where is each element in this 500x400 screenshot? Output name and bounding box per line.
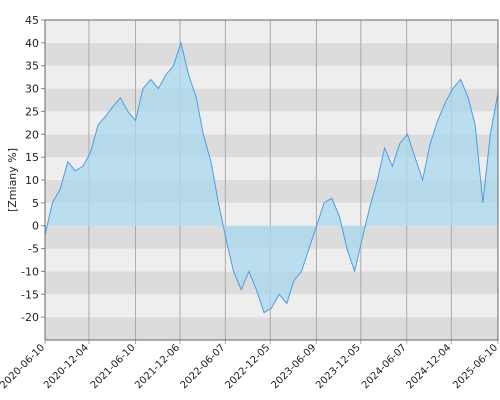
y-tick-label: -10: [21, 265, 39, 278]
x-tick-label: 2020-06-10: [0, 342, 47, 391]
plot-frame: [44, 19, 499, 341]
x-tick-label: 2025-06-10: [451, 342, 500, 391]
x-tick-label: 2022-06-07: [179, 342, 228, 391]
y-tick-label: 35: [25, 60, 39, 73]
y-tick-label: 40: [25, 37, 39, 50]
y-tick-label: 0: [32, 220, 39, 233]
x-tick-label: 2021-12-06: [133, 342, 182, 391]
y-tick-label: 15: [25, 151, 39, 164]
x-tick-label: 2022-12-05: [224, 342, 273, 391]
x-tick-label: 2023-06-09: [270, 342, 319, 391]
band: [45, 317, 498, 340]
band: [45, 65, 498, 89]
y-tick-label: 5: [32, 197, 39, 210]
y-tick-label: 20: [25, 128, 39, 141]
y-tick-label: 10: [25, 174, 39, 187]
band: [45, 20, 498, 43]
x-tick-label: 2021-06-10: [89, 342, 138, 391]
x-tick-label: 2023-12-05: [314, 342, 363, 391]
y-tick-label: 25: [25, 105, 39, 118]
area: [45, 42, 498, 313]
y-tick-label: 30: [25, 83, 39, 96]
x-tick-label: 2024-12-04: [405, 342, 454, 391]
y-tick-label: -15: [21, 288, 39, 301]
y-tick-label: -20: [21, 311, 39, 324]
y-axis-label: [Zmiany %]: [6, 148, 19, 212]
band: [45, 42, 498, 66]
y-tick-label: 45: [25, 14, 39, 27]
x-tick-label: 2024-06-07: [360, 342, 409, 391]
line: [44, 41, 499, 314]
y-tick-label: -5: [28, 243, 39, 256]
x-tick-label: 2020-12-04: [42, 342, 91, 391]
